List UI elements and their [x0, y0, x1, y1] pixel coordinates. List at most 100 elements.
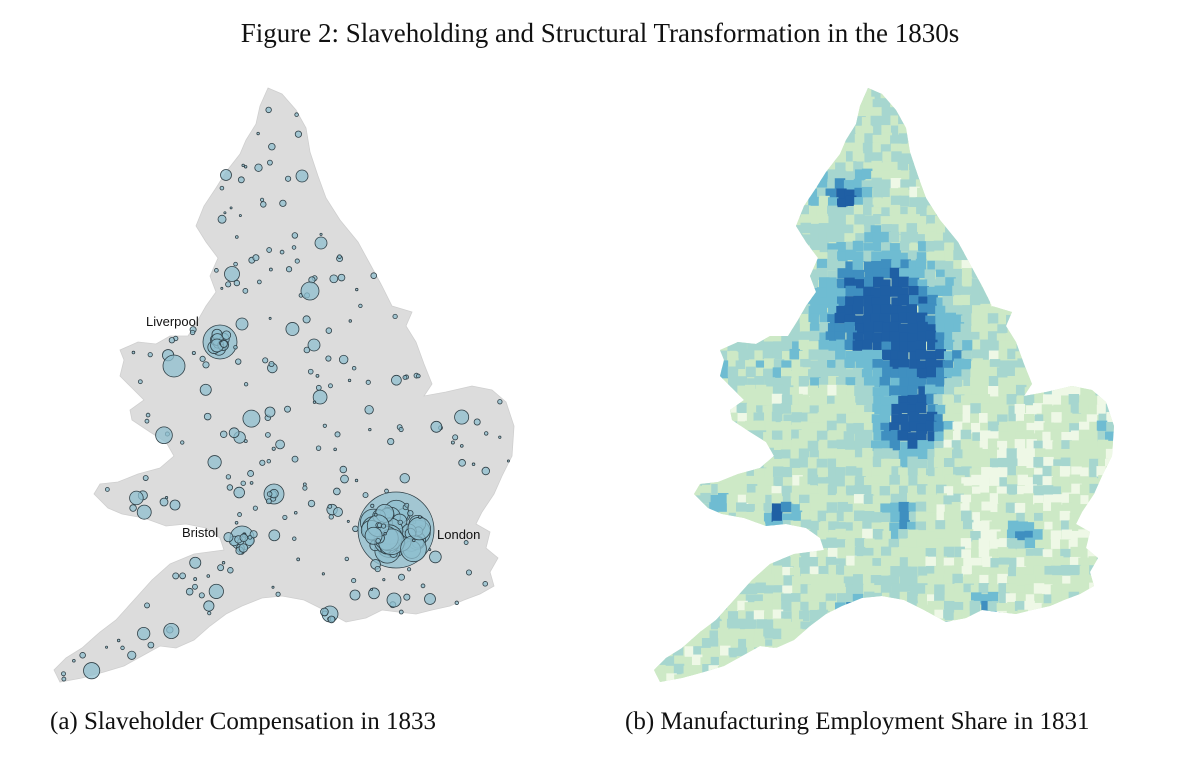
- parish-cell: [963, 449, 974, 461]
- compensation-bubble: [226, 484, 234, 491]
- parish-cell: [1042, 656, 1053, 667]
- parish-cell: [845, 224, 856, 236]
- parish-cell: [1015, 115, 1027, 126]
- parish-cell: [1016, 627, 1027, 639]
- parish-cell: [673, 466, 685, 478]
- parish-cell: [935, 322, 947, 333]
- parish-cell: [1062, 89, 1073, 100]
- panel-manufacturing-share: [620, 80, 1180, 690]
- parish-cell: [781, 684, 792, 690]
- parish-cell: [682, 150, 694, 162]
- parish-cell: [1023, 430, 1035, 441]
- parish-cell: [654, 584, 657, 595]
- parish-cell: [719, 287, 731, 299]
- parish-cell: [1008, 567, 1019, 578]
- parish-cell: [889, 385, 900, 396]
- parish-cell: [701, 546, 713, 558]
- parish-cell: [817, 609, 828, 621]
- parish-cell: [718, 125, 730, 137]
- compensation-bubble: [428, 548, 432, 552]
- parish-cell: [1134, 574, 1145, 585]
- parish-cell: [1078, 557, 1089, 569]
- parish-cell: [989, 279, 1001, 290]
- parish-cell: [827, 270, 839, 281]
- parish-cell: [630, 405, 641, 416]
- parish-cell: [664, 108, 675, 119]
- parish-cell: [1024, 584, 1036, 595]
- parish-cell: [943, 486, 955, 497]
- compensation-bubble: [142, 475, 149, 481]
- parish-cell: [1150, 387, 1161, 398]
- compensation-bubble: [398, 609, 404, 615]
- parish-cell: [1168, 277, 1179, 288]
- parish-cell: [693, 646, 704, 657]
- parish-cell: [791, 116, 802, 128]
- parish-cell: [1078, 513, 1090, 524]
- parish-cell: [909, 178, 920, 189]
- parish-cell: [782, 151, 793, 163]
- compensation-bubble: [155, 426, 173, 445]
- parish-cell: [792, 393, 803, 405]
- parish-cell: [853, 178, 865, 190]
- parish-cell: [1017, 89, 1028, 100]
- parish-cell: [1053, 494, 1064, 505]
- parish-cell: [971, 123, 983, 135]
- parish-cell: [870, 225, 882, 236]
- parish-cell: [1150, 630, 1161, 641]
- parish-cell: [656, 584, 667, 595]
- parish-cell: [998, 295, 1010, 307]
- parish-cell: [997, 169, 1008, 180]
- parish-cell: [639, 295, 650, 306]
- parish-cell: [657, 124, 668, 136]
- compensation-bubble: [79, 652, 86, 659]
- parish-cell: [674, 438, 685, 450]
- parish-cell: [1014, 601, 1026, 612]
- parish-cell: [773, 665, 785, 677]
- parish-cell: [828, 340, 839, 352]
- parish-cell: [1134, 395, 1145, 406]
- parish-cell: [1053, 116, 1064, 127]
- parish-cell: [989, 359, 1001, 370]
- parish-cell: [1079, 547, 1091, 559]
- parish-cell: [756, 234, 767, 245]
- parish-cell: [772, 99, 784, 110]
- parish-cell: [909, 421, 920, 432]
- parish-cell: [925, 420, 937, 432]
- parish-cell: [1042, 431, 1053, 443]
- parish-cell: [1007, 143, 1019, 154]
- parish-cell: [754, 125, 765, 136]
- parish-cell: [700, 197, 711, 208]
- parish-cell: [1071, 160, 1082, 171]
- parish-cell: [628, 664, 639, 675]
- parish-cell: [773, 258, 785, 270]
- parish-cell: [1061, 421, 1072, 432]
- parish-cell: [1078, 142, 1089, 153]
- parish-cell: [1069, 126, 1081, 137]
- parish-cell: [620, 143, 631, 154]
- parish-cell: [1034, 468, 1045, 479]
- parish-cell: [1113, 206, 1114, 218]
- parish-cell: [1032, 555, 1044, 567]
- parish-cell: [925, 565, 937, 577]
- parish-cell: [735, 629, 747, 641]
- parish-cell: [621, 503, 632, 514]
- parish-cell: [1152, 394, 1163, 405]
- parish-cell: [881, 555, 892, 567]
- parish-cell: [961, 466, 972, 477]
- parish-cell: [630, 350, 641, 361]
- parish-cell: [654, 609, 659, 621]
- parish-cell: [753, 412, 765, 423]
- compensation-bubble: [312, 400, 317, 404]
- parish-cell: [1043, 160, 1055, 171]
- parish-cell: [700, 305, 711, 316]
- parish-cell: [853, 485, 865, 496]
- parish-cell: [836, 125, 847, 137]
- parish-cell: [791, 684, 802, 690]
- parish-cell: [1052, 242, 1063, 253]
- parish-cell: [682, 133, 694, 145]
- parish-cell: [807, 125, 819, 137]
- parish-cell: [888, 556, 900, 567]
- parish-cell: [961, 385, 973, 397]
- compensation-bubble: [328, 383, 333, 389]
- parish-cell: [1150, 477, 1161, 488]
